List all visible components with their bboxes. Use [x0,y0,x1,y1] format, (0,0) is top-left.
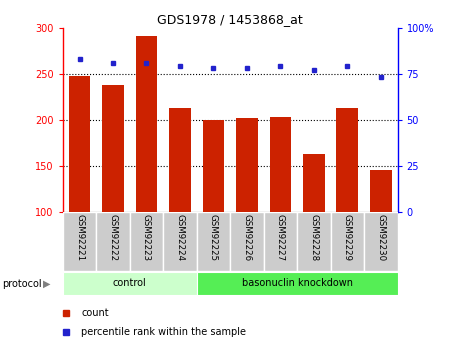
Bar [331,212,364,271]
Bar [169,108,191,212]
Bar [130,212,163,271]
Bar [63,212,96,271]
Bar [203,120,224,212]
Bar [136,36,157,212]
Bar [69,76,90,212]
Bar [163,212,197,271]
Bar [102,85,124,212]
Text: ▶: ▶ [43,279,51,288]
Bar [264,212,297,271]
Text: GSM92225: GSM92225 [209,214,218,261]
Bar [197,212,230,271]
Bar [197,272,398,295]
Text: GSM92224: GSM92224 [175,214,185,261]
Title: GDS1978 / 1453868_at: GDS1978 / 1453868_at [157,13,303,27]
Bar [364,212,398,271]
Bar [236,118,258,212]
Bar [230,212,264,271]
Text: percentile rank within the sample: percentile rank within the sample [81,327,246,337]
Text: GSM92228: GSM92228 [309,214,319,261]
Bar [370,170,392,212]
Bar [297,212,331,271]
Text: GSM92229: GSM92229 [343,214,352,261]
Text: basonuclin knockdown: basonuclin knockdown [242,278,352,288]
Text: GSM92221: GSM92221 [75,214,84,261]
Bar [337,108,358,212]
Text: GSM92223: GSM92223 [142,214,151,261]
Text: count: count [81,308,109,318]
Text: GSM92227: GSM92227 [276,214,285,261]
Text: protocol: protocol [2,279,42,288]
Bar [303,154,325,212]
Text: GSM92226: GSM92226 [242,214,252,261]
Text: GSM92230: GSM92230 [376,214,385,261]
Bar [63,272,197,295]
Bar [270,117,291,212]
Text: GSM92222: GSM92222 [108,214,118,261]
Text: control: control [113,278,146,288]
Bar [96,212,130,271]
